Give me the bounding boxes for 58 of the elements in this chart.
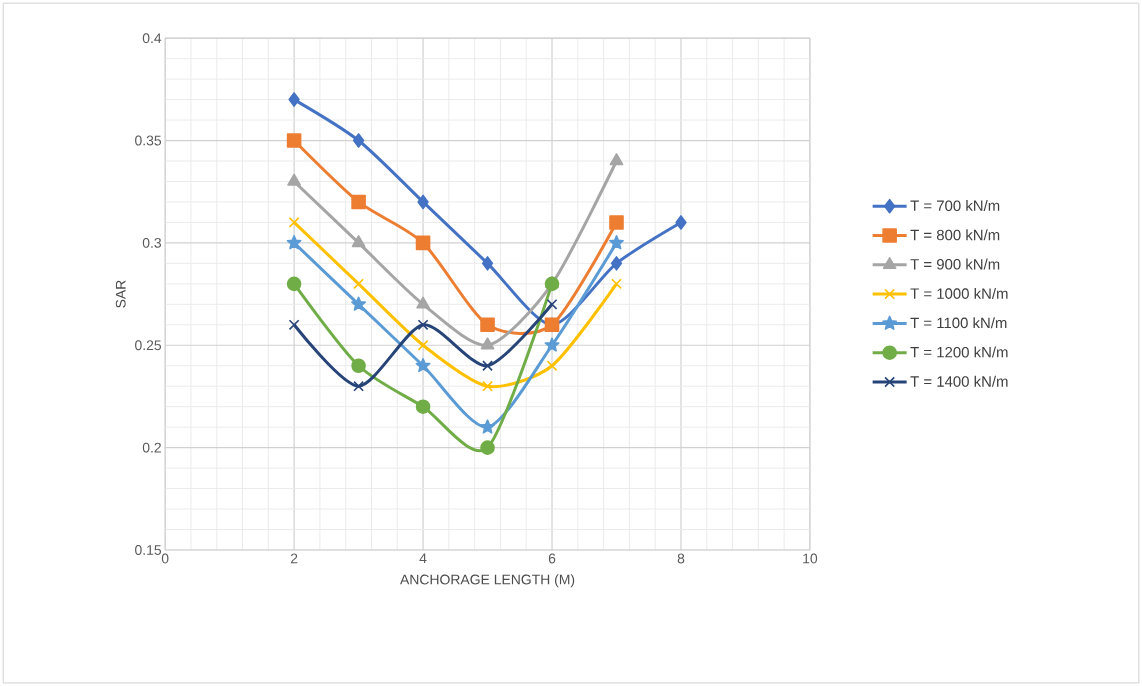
point bbox=[416, 296, 430, 309]
point bbox=[417, 194, 429, 210]
point bbox=[351, 358, 366, 373]
point bbox=[286, 133, 302, 148]
y-tick-label: 0.25 bbox=[135, 340, 162, 351]
point bbox=[481, 256, 494, 271]
legend-label: T = 1400 kN/m bbox=[910, 375, 1008, 387]
y-tick-label: 0.2 bbox=[142, 442, 161, 453]
point bbox=[286, 235, 302, 250]
point bbox=[415, 399, 431, 414]
point bbox=[287, 173, 301, 186]
point bbox=[353, 278, 364, 290]
point bbox=[482, 360, 493, 372]
point bbox=[286, 276, 302, 292]
point bbox=[417, 319, 429, 331]
point bbox=[352, 133, 365, 148]
point bbox=[480, 337, 495, 350]
point bbox=[610, 256, 623, 271]
legend-label: T = 1100 kN/m bbox=[910, 317, 1007, 329]
point bbox=[351, 296, 367, 311]
x-tick-label: 4 bbox=[419, 553, 427, 564]
point bbox=[288, 92, 300, 107]
point bbox=[609, 153, 624, 166]
point bbox=[482, 380, 493, 392]
legend-label: T = 1200 kN/m bbox=[910, 346, 1008, 358]
point bbox=[288, 319, 300, 331]
y-tick-label: 0.35 bbox=[135, 135, 162, 146]
point bbox=[415, 357, 431, 373]
point bbox=[417, 339, 429, 351]
point bbox=[611, 278, 622, 290]
point bbox=[546, 298, 558, 310]
point bbox=[480, 440, 495, 455]
point bbox=[351, 194, 366, 210]
point bbox=[675, 215, 687, 230]
point bbox=[544, 337, 560, 352]
point bbox=[609, 235, 624, 250]
point bbox=[353, 380, 364, 392]
y-tick-label: 0.4 bbox=[142, 33, 162, 44]
legend-label: T = 1000 kN/m bbox=[910, 287, 1008, 299]
legend-label: T = 800 kN/m bbox=[910, 229, 1000, 241]
x-tick-label: 2 bbox=[290, 553, 298, 564]
point bbox=[480, 419, 495, 434]
point bbox=[480, 317, 495, 333]
y-tick-label: 0.15 bbox=[135, 544, 162, 555]
x-axis-title: ANCHORAGE LENGTH (M) bbox=[400, 574, 575, 588]
legend-label: T = 700 kN/m bbox=[910, 199, 1000, 211]
x-tick-label: 8 bbox=[677, 553, 685, 564]
x-tick-label: 0 bbox=[161, 553, 169, 564]
point bbox=[351, 235, 366, 248]
point bbox=[288, 216, 300, 228]
point bbox=[609, 215, 624, 230]
y-axis-title: SAR bbox=[115, 280, 126, 308]
y-tick-label: 0.3 bbox=[142, 237, 162, 248]
x-tick-label: 10 bbox=[803, 553, 818, 564]
legend-label: T = 900 kN/m bbox=[910, 258, 1000, 270]
point bbox=[546, 360, 558, 372]
point bbox=[415, 235, 431, 251]
x-tick-label: 6 bbox=[548, 553, 556, 564]
